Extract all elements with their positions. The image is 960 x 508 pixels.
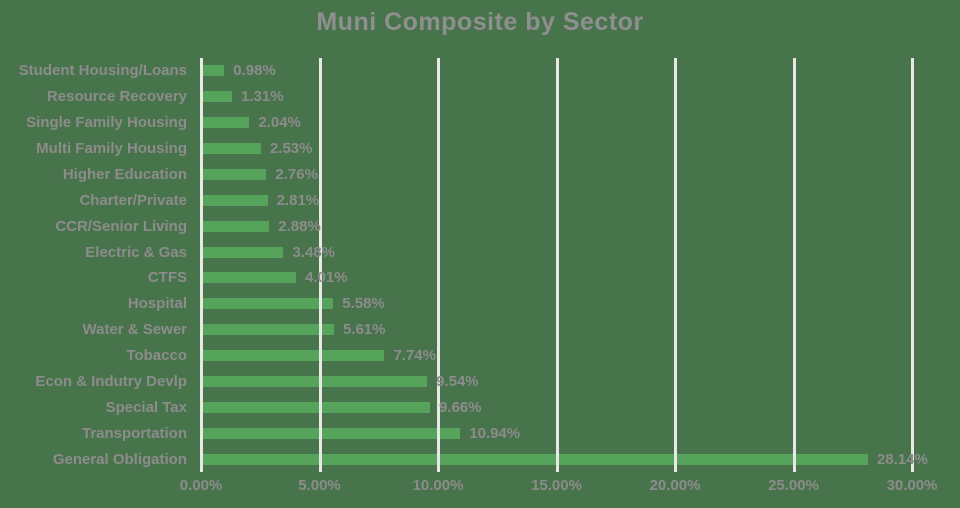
bar	[201, 220, 270, 232]
category-label: General Obligation	[52, 450, 187, 468]
bar-row: 1.31%	[201, 84, 912, 110]
bar-value-label: 4.01%	[305, 269, 348, 287]
x-tick-label: 0.00%	[179, 477, 223, 494]
bar-value-label: 2.53%	[269, 140, 313, 158]
x-tick-label: 30.00%	[886, 477, 938, 494]
plot-area: 0.98% 1.31% 2.04% 2.53% 2.76% 2.81% 2.88% 3.48%…	[200, 58, 928, 472]
category-label: Student Housing/Loans	[18, 62, 187, 80]
category-label: CCR/Senior Living	[55, 217, 187, 235]
category-label: Transportation	[81, 424, 187, 442]
bar-value-label: 2.76%	[275, 165, 318, 183]
bar-row: 10.94%	[201, 420, 912, 446]
bar-row: 7.74%	[201, 343, 912, 369]
bar-value-label: 5.58%	[342, 295, 385, 313]
category-label: CTFS	[147, 269, 187, 287]
bar-value-label: 28.14%	[876, 450, 928, 468]
bar	[201, 194, 268, 206]
bar-row: 5.58%	[201, 291, 912, 317]
bar	[201, 427, 461, 439]
category-label: Special Tax	[105, 398, 187, 416]
bar	[201, 375, 428, 387]
bar-row: 2.76%	[201, 162, 912, 188]
bar-value-label: 2.88%	[278, 217, 321, 235]
gridline	[437, 58, 440, 472]
bar-row: 0.98%	[201, 58, 912, 84]
bar	[201, 143, 261, 155]
bar-row: 9.54%	[201, 369, 912, 395]
bar-value-label: 7.74%	[393, 347, 436, 365]
bar-row: 2.04%	[201, 110, 912, 136]
bars-layer: 0.98% 1.31% 2.04% 2.53% 2.76% 2.81% 2.88% 3.48%…	[201, 58, 928, 472]
bar-row: 9.66%	[201, 394, 912, 420]
gridline	[555, 58, 559, 472]
bar-row: 3.48%	[201, 239, 912, 265]
bar	[201, 91, 233, 103]
bar-row: 2.81%	[201, 187, 912, 213]
category-label: Water & Sewer	[82, 321, 187, 339]
category-axis: Student Housing/Loans Resource Recovery Si…	[0, 58, 193, 472]
x-tick-label: 5.00%	[298, 477, 341, 494]
category-label: Charter/Private	[79, 191, 187, 209]
category-label: Single Family Housing	[26, 114, 187, 132]
bar	[201, 272, 297, 284]
category-label: Hospital	[127, 295, 187, 313]
gridline	[200, 58, 203, 472]
bar-value-label: 0.98%	[233, 62, 276, 80]
x-tick-label: 20.00%	[649, 477, 701, 494]
bar	[201, 401, 430, 413]
x-tick-label: 25.00%	[768, 477, 819, 494]
gridline	[792, 58, 796, 472]
bar-value-label: 5.61%	[342, 321, 386, 339]
category-label: Electric & Gas	[85, 243, 187, 261]
x-tick-label: 10.00%	[412, 477, 464, 494]
bar	[201, 324, 334, 336]
category-label: Resource Recovery	[46, 88, 187, 106]
category-label: Tobacco	[126, 347, 187, 365]
x-tick-label: 15.00%	[531, 477, 582, 494]
gridline	[911, 58, 914, 472]
bar-value-label: 9.66%	[438, 398, 482, 416]
bar-value-label: 3.48%	[292, 243, 336, 261]
bar-row: 4.01%	[201, 265, 912, 291]
category-label: Higher Education	[62, 165, 187, 183]
gridline	[674, 58, 677, 472]
bar	[201, 117, 250, 129]
category-label: Econ & Indutry Devlp	[35, 372, 187, 390]
bar-value-label: 1.31%	[241, 88, 284, 106]
bar-value-label: 9.54%	[436, 372, 479, 390]
bar-row: 28.14%	[201, 446, 928, 472]
gridline	[318, 58, 322, 472]
bar	[201, 168, 267, 180]
bar-row: 2.88%	[201, 213, 912, 239]
bar	[201, 65, 225, 77]
x-axis: 0.00% 5.00% 10.00% 15.00% 20.00% 25.00% 30.00%	[180, 477, 938, 497]
bar	[201, 453, 868, 465]
bar	[201, 246, 284, 258]
bar-row: 5.61%	[201, 317, 912, 343]
category-label: Multi Family Housing	[36, 140, 187, 158]
bar-row: 2.53%	[201, 136, 912, 162]
bar-value-label: 2.04%	[258, 114, 301, 132]
chart-title: Muni Composite by Sector	[316, 8, 644, 36]
bar	[201, 298, 334, 310]
bar-value-label: 2.81%	[276, 191, 320, 209]
bar	[201, 350, 385, 362]
bar-value-label: 10.94%	[469, 424, 521, 442]
